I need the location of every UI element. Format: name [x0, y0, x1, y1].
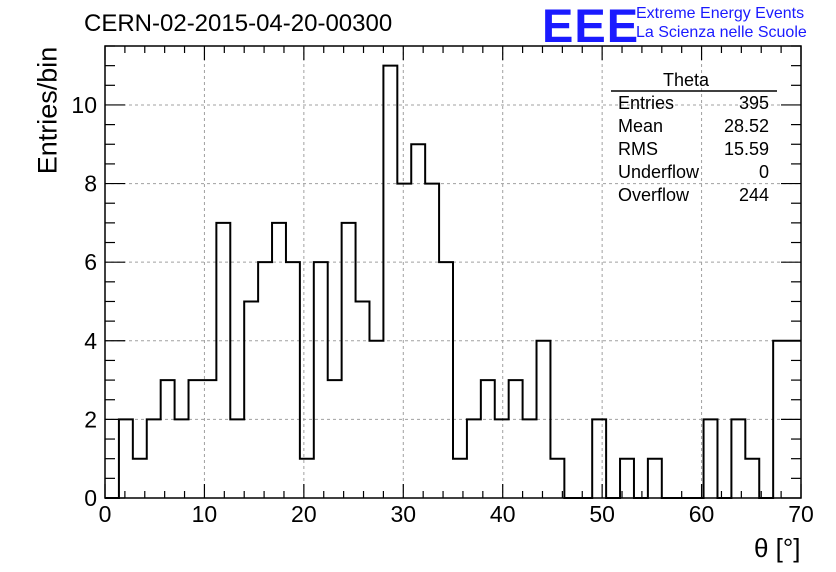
- stats-label: Underflow: [618, 162, 700, 182]
- y-tick-label: 2: [84, 406, 97, 432]
- chart-title: CERN-02-2015-04-20-00300: [84, 10, 393, 37]
- histogram-bin: [592, 419, 606, 498]
- histogram-outline: [105, 64, 801, 499]
- histogram-bin: [745, 459, 759, 498]
- histogram-bin: [383, 66, 397, 498]
- histogram-bin: [119, 419, 133, 498]
- eee-logo: EEE: [542, 0, 640, 52]
- histogram-bin: [411, 144, 425, 498]
- stats-label: Entries: [618, 93, 674, 113]
- histogram-bin: [300, 459, 314, 498]
- y-tick-label: 10: [71, 92, 97, 118]
- histogram-bin: [147, 419, 161, 498]
- x-tick-label: 40: [490, 501, 516, 527]
- histogram-bin: [467, 419, 481, 498]
- brand-text: Extreme Energy Events La Scienza nelle S…: [636, 4, 807, 42]
- histogram-bin: [481, 380, 495, 498]
- histogram-bin: [731, 419, 745, 498]
- plot-frame: [104, 45, 802, 499]
- histogram-bin: [342, 223, 356, 498]
- stats-value: 244: [739, 185, 769, 205]
- stats-value: 28.52: [724, 116, 769, 136]
- x-tick-label: 10: [192, 501, 218, 527]
- stats-label: RMS: [618, 139, 658, 159]
- histogram-bin: [189, 380, 203, 498]
- x-tick-label: 30: [390, 501, 416, 527]
- histogram-bin: [314, 262, 328, 498]
- brand-line-1: Extreme Energy Events: [636, 5, 805, 22]
- histogram-bin: [258, 262, 272, 498]
- histogram-bin: [704, 419, 718, 498]
- histogram-bin: [523, 419, 537, 498]
- histogram-series: [105, 64, 801, 499]
- stats-value: 0: [759, 162, 769, 182]
- x-tick-label: 70: [788, 501, 814, 527]
- histogram-bin: [230, 419, 244, 498]
- x-tick-label: 0: [99, 501, 112, 527]
- histogram-bin: [495, 419, 509, 498]
- x-tick-label: 20: [291, 501, 317, 527]
- histogram-bin: [439, 262, 453, 498]
- y-tick-label: 6: [84, 249, 97, 275]
- histogram-bin: [244, 301, 258, 498]
- stats-box: Theta Entries 395 Mean 28.52 RMS 15.59 Underflo…: [611, 70, 777, 205]
- histogram-bin: [453, 459, 467, 498]
- stats-title: Theta: [663, 70, 710, 90]
- stats-label: Overflow: [618, 185, 690, 205]
- stats-label: Mean: [618, 116, 663, 136]
- y-tick-label: 8: [84, 171, 97, 197]
- histogram-bin: [328, 380, 342, 498]
- axes: 0 10 20 30 40 50 60 70 0 2 4 6 8 10: [71, 45, 814, 527]
- histogram-bin: [648, 459, 662, 498]
- histogram-bin: [161, 380, 175, 498]
- x-tick-label: 60: [689, 501, 715, 527]
- stats-value: 395: [739, 93, 769, 113]
- histogram-bin: [286, 262, 300, 498]
- y-tick-label: 0: [84, 485, 97, 511]
- x-axis-label: θ [°]: [754, 533, 801, 563]
- histogram-bin: [216, 223, 230, 498]
- histogram-bin: [175, 419, 189, 498]
- brand-line-2: La Scienza nelle Scuole: [636, 24, 807, 41]
- histogram-bin: [272, 223, 286, 498]
- histogram-bin: [509, 380, 523, 498]
- y-tick-label: 4: [84, 328, 97, 354]
- x-tick-label: 50: [589, 501, 615, 527]
- stats-value: 15.59: [724, 139, 769, 159]
- histogram-bin: [356, 301, 370, 498]
